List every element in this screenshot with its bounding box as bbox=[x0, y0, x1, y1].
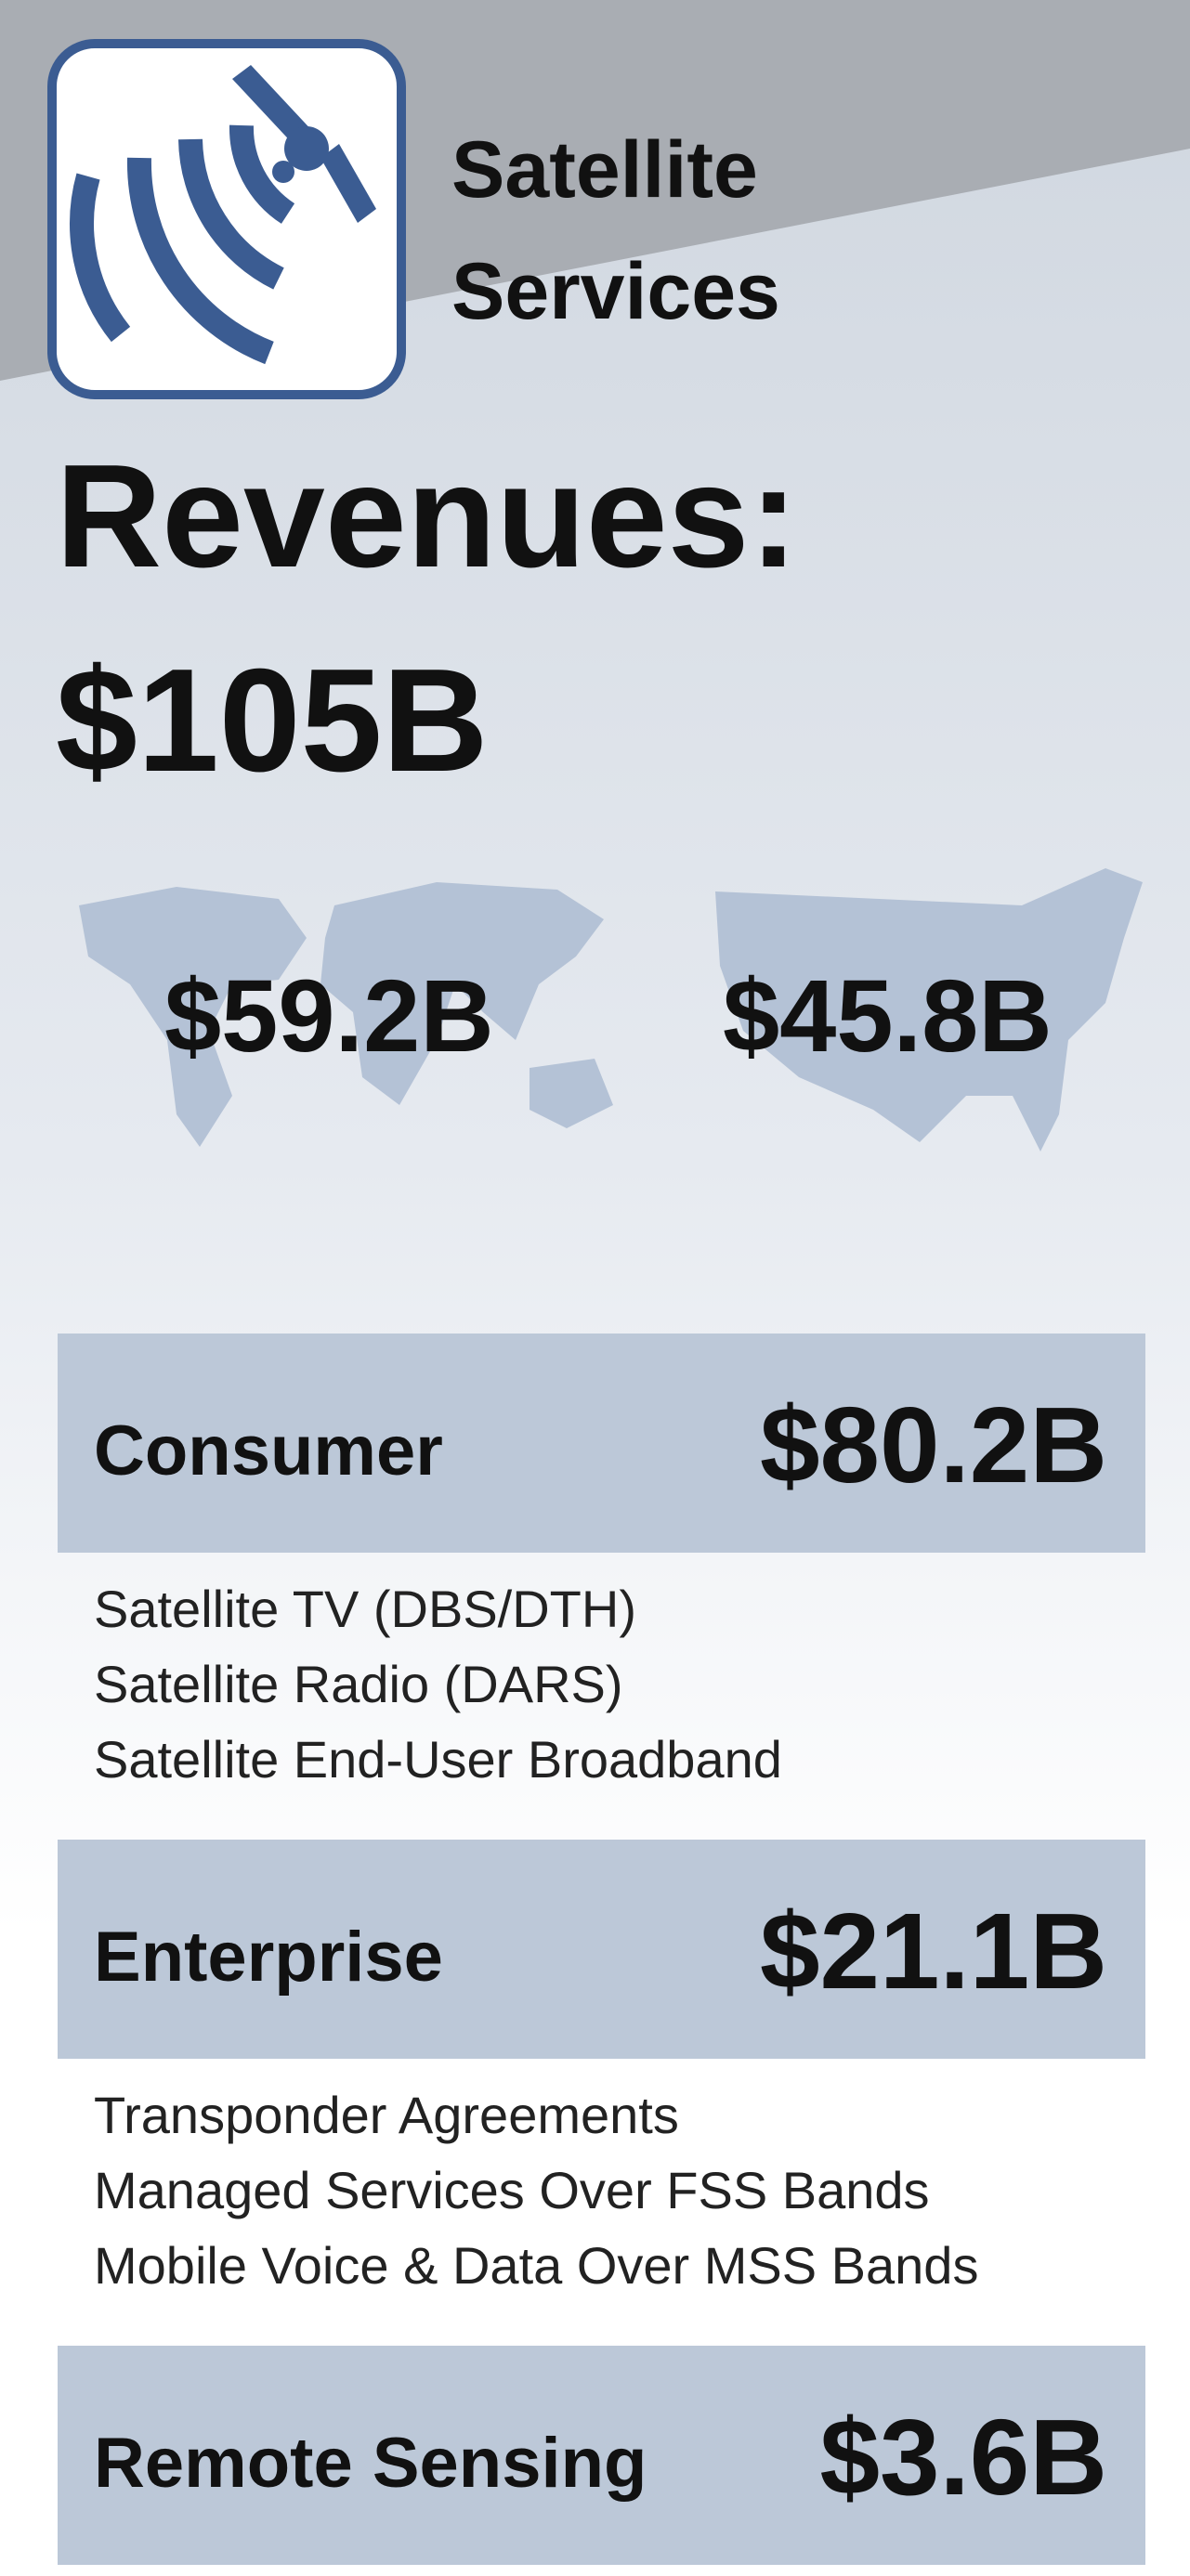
satellite-icon bbox=[47, 39, 406, 399]
revenues-total: $105B bbox=[56, 639, 489, 802]
region-value: $45.8B bbox=[723, 959, 1053, 1073]
title-line: Satellite bbox=[451, 125, 758, 215]
segment-value: $3.6B bbox=[819, 2397, 1107, 2517]
segment-value: $80.2B bbox=[760, 1385, 1107, 1505]
world-map bbox=[79, 882, 613, 1147]
segment-name: Consumer bbox=[94, 1412, 443, 1490]
us-map bbox=[715, 868, 1143, 1151]
segment-box bbox=[58, 1334, 1145, 1553]
segment-item: Managed Services Over FSS Bands bbox=[94, 2161, 930, 2219]
segment-item: Satellite End-User Broadband bbox=[94, 1730, 782, 1789]
region-value: $59.2B bbox=[164, 959, 494, 1073]
segment-item: Satellite TV (DBS/DTH) bbox=[94, 1580, 636, 1638]
revenues-label: Revenues: bbox=[56, 435, 798, 598]
segment-name: Remote Sensing bbox=[94, 2424, 647, 2503]
segment-item: Mobile Voice & Data Over MSS Bands bbox=[94, 2236, 978, 2295]
segment-item: Transponder Agreements bbox=[94, 2086, 679, 2144]
segment-value: $21.1B bbox=[760, 1891, 1107, 2011]
segment-item: Satellite Radio (DARS) bbox=[94, 1655, 623, 1713]
segment-box bbox=[58, 2346, 1145, 2565]
segment-name: Enterprise bbox=[94, 1918, 443, 1997]
title-line: Services bbox=[451, 247, 780, 336]
segments: Consumer $80.2B Satellite TV (DBS/DTH) Sate… bbox=[58, 1334, 1145, 2565]
segment-box bbox=[58, 1840, 1145, 2059]
